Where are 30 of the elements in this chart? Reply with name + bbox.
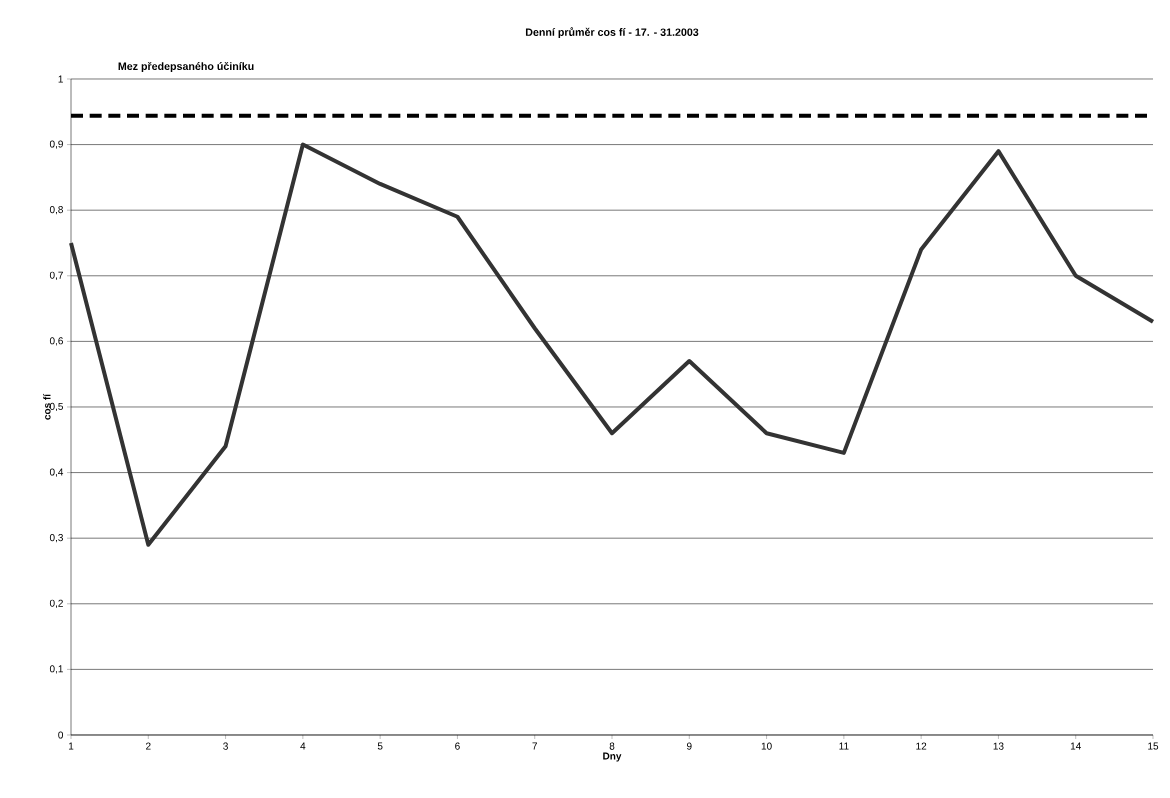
y-axis-title: cos fí: [43, 393, 51, 420]
y-tick-label: 0,2: [49, 599, 63, 608]
x-tick-label: 13: [993, 742, 1004, 750]
x-tick-label: 4: [300, 742, 306, 750]
x-tick-label: 1: [68, 742, 74, 750]
y-tick-label: 0,1: [49, 665, 63, 674]
y-tick-label: 0,6: [49, 337, 63, 346]
y-tick-label: 0,7: [49, 271, 63, 280]
x-axis-title: Dny: [603, 752, 622, 762]
x-tick-label: 5: [377, 742, 383, 750]
y-tick-label: 0: [58, 731, 64, 739]
x-tick-label: 3: [223, 742, 228, 750]
y-tick-label: 0,9: [49, 140, 63, 149]
y-tick-label: 0,8: [49, 206, 63, 215]
x-tick-label: 14: [1070, 742, 1081, 750]
x-tick-label: 11: [839, 742, 849, 750]
x-tick-label: 15: [1148, 742, 1159, 750]
x-tick-label: 12: [916, 742, 927, 750]
ref-line-label: Mez předepsaného účiníku: [118, 61, 254, 73]
y-tick-label: 0,4: [49, 468, 64, 477]
y-tick-label: 0,3: [49, 534, 63, 543]
y-tick-label: 1: [58, 75, 63, 83]
x-tick-label: 2: [146, 742, 151, 750]
x-tick-label: 7: [532, 742, 537, 750]
x-tick-label: 10: [761, 742, 772, 750]
x-tick-label: 8: [609, 742, 615, 750]
chart-title: Denní průměr cos fí - 17. - 31.2003: [525, 27, 699, 39]
line-series: [69, 142, 1155, 547]
x-tick-label: 6: [455, 742, 460, 750]
x-tick-label: 9: [686, 742, 692, 750]
